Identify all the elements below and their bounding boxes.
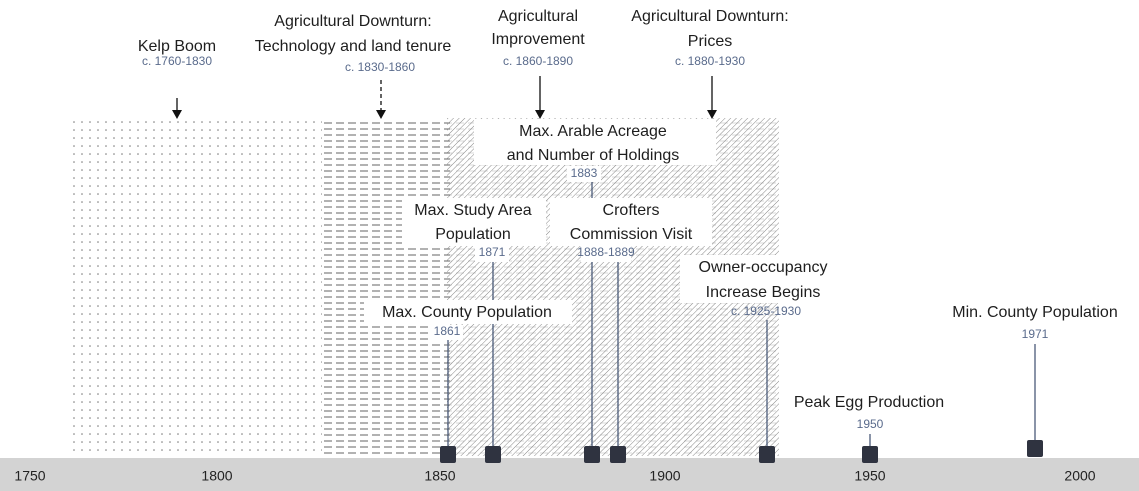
period-label: Agricultural Downturn: — [274, 13, 431, 30]
event-marker — [1027, 440, 1043, 457]
markers — [440, 440, 1043, 463]
event-label: Increase Begins — [706, 284, 821, 301]
event-label: Crofters — [603, 202, 660, 219]
event-label: Commission Visit — [570, 226, 693, 243]
event-marker — [759, 446, 775, 463]
label-bg — [567, 166, 601, 182]
axis-tick: 2000 — [1064, 468, 1095, 484]
period-label: Improvement — [491, 31, 585, 48]
axis-tick: 1950 — [854, 468, 885, 484]
event-label: Peak Egg Production — [794, 394, 944, 411]
event-date: 1871 — [479, 245, 506, 259]
axis-tick: 1900 — [649, 468, 680, 484]
event-date: 1971 — [1022, 327, 1049, 341]
period-date: c. 1830-1860 — [345, 60, 415, 74]
label-bg — [402, 198, 546, 246]
event-label: Max. Arable Acreage — [519, 123, 667, 140]
event-date: 1888-1889 — [577, 245, 635, 259]
period-label: Agricultural Downturn: — [631, 8, 788, 25]
event-label: Max. Study Area — [414, 202, 531, 219]
period-label: Agricultural — [498, 8, 578, 25]
event-date: c. 1925-1930 — [731, 304, 801, 318]
axis-tick: 1850 — [424, 468, 455, 484]
connectors — [447, 182, 1036, 452]
event-marker — [584, 446, 600, 463]
axis-tick: 1750 — [14, 468, 45, 484]
label-bg — [550, 198, 712, 246]
event-marker — [485, 446, 501, 463]
event-label: Max. County Population — [382, 304, 552, 321]
period-label: Technology and land tenure — [255, 38, 452, 55]
period-label: Prices — [688, 33, 732, 50]
event-label: Population — [435, 226, 511, 243]
event-date: 1950 — [857, 417, 884, 431]
event-marker — [862, 446, 878, 463]
event-date: 1883 — [571, 166, 598, 180]
event-label: and Number of Holdings — [507, 147, 680, 164]
label-bg — [475, 246, 509, 262]
event-marker — [610, 446, 626, 463]
axis-tick: 1800 — [201, 468, 232, 484]
axis-bar — [0, 458, 1139, 491]
label-bg — [581, 246, 631, 262]
arrows — [172, 76, 717, 119]
downturn-region — [320, 118, 450, 456]
period-date: c. 1860-1890 — [503, 54, 573, 68]
period-label: Kelp Boom — [138, 38, 216, 55]
event-label: Owner-occupancy — [699, 259, 828, 276]
period-date: c. 1880-1930 — [675, 54, 745, 68]
label-bg — [364, 300, 572, 324]
kelp-region — [70, 118, 322, 456]
label-bg — [431, 325, 463, 340]
period-date: c. 1760-1830 — [142, 54, 212, 68]
event-label: Min. County Population — [952, 304, 1117, 321]
label-bg — [474, 119, 716, 165]
label-bg — [680, 255, 846, 303]
event-date: 1861 — [434, 324, 461, 338]
event-marker — [440, 446, 456, 463]
